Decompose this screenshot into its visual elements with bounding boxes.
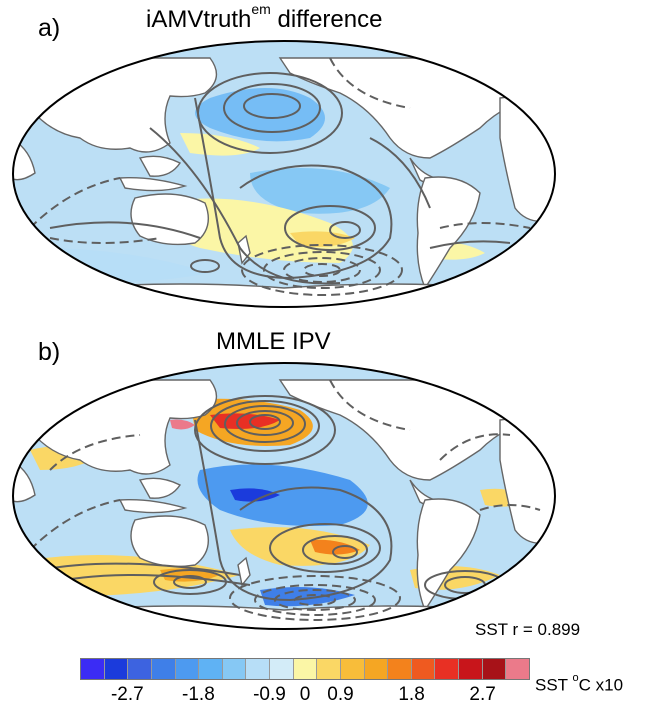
colorbar-swatch	[411, 659, 436, 679]
colorbar-unit-sup: o	[572, 672, 579, 684]
colorbar-swatch	[340, 659, 365, 679]
dashed-contour-line	[274, 589, 356, 611]
colorbar-tick-label: 0	[299, 684, 311, 705]
sst-anomaly-patch	[170, 419, 195, 430]
colorbar-swatch	[199, 659, 223, 679]
colorbar-swatch	[81, 659, 105, 679]
dashed-contour-line	[294, 594, 336, 606]
colorbar-swatch	[482, 659, 507, 679]
colorbar-unit: SST oC x10	[535, 672, 624, 696]
colorbar-tick-label: 1.8	[398, 684, 425, 705]
sst-anomaly-patch	[195, 88, 325, 142]
map-border	[12, 40, 556, 308]
colorbar-unit-prefix: SST	[535, 675, 573, 695]
dashed-contour-line	[241, 244, 403, 296]
colorbar-tick-label: -2.7	[110, 684, 144, 705]
contour-line	[369, 137, 431, 209]
contour-line	[210, 400, 320, 452]
colorbar-swatch	[506, 659, 529, 679]
colorbar-swatch	[104, 659, 129, 679]
landmass-australia	[130, 193, 209, 246]
landmass-new-zealand	[237, 556, 251, 587]
contour-line	[249, 414, 281, 430]
colorbar-swatch	[364, 659, 389, 679]
colorbar-swatch	[246, 659, 270, 679]
dashed-contour-line	[479, 504, 541, 511]
contour-line	[149, 127, 341, 285]
panel-a-title-main: iAMVtruth	[146, 6, 252, 33]
dashed-contour-line	[329, 57, 411, 109]
colorbar-swatch	[270, 659, 294, 679]
dashed-contour-line	[229, 575, 401, 621]
colorbar-swatch	[151, 659, 176, 679]
dashed-contour-line	[303, 263, 341, 277]
contour-line	[302, 535, 368, 565]
contour-line	[49, 221, 201, 239]
landmass-australia	[130, 515, 209, 568]
map-panel-b	[12, 362, 556, 630]
landmass-indonesia	[118, 499, 188, 514]
panel-b-title-main: MMLE IPV	[216, 328, 331, 355]
dashed-contour-line	[283, 257, 361, 283]
sst-anomaly-patch	[230, 488, 280, 502]
contour-line	[329, 221, 361, 239]
landmass-south-america	[416, 176, 481, 290]
contour-line	[332, 545, 358, 559]
contour-line	[194, 419, 393, 602]
contour-line	[429, 240, 511, 249]
colorbar-unit-suffix: C x10	[578, 675, 624, 695]
landmass-indonesia	[118, 177, 188, 192]
contour-line	[39, 562, 241, 576]
colorbar-swatch	[293, 659, 318, 679]
correlation-stat: SST r = 0.899	[475, 620, 581, 639]
dashed-contour-line	[49, 237, 161, 244]
panel-a-title-sup: em	[251, 1, 271, 17]
colorbar-swatch	[222, 659, 247, 679]
landmass-southeast-asia	[138, 477, 182, 499]
dashed-contour-line	[439, 433, 511, 461]
contour-line	[190, 259, 220, 273]
colorbar-tick-label: -0.9	[253, 684, 286, 705]
contour-line	[243, 93, 301, 119]
sst-anomaly-patch	[290, 231, 355, 247]
colorbar	[80, 658, 530, 680]
colorbar-tick-label: 0.9	[327, 684, 354, 705]
panel-b-letter: b)	[38, 338, 61, 366]
colorbar-swatch	[175, 659, 200, 679]
contour-line	[284, 205, 376, 251]
colorbar-tick-label: 2.7	[469, 684, 496, 705]
contour-line	[236, 410, 294, 436]
panel-a-title-rest: difference	[270, 6, 383, 33]
panel-a-letter: a)	[38, 14, 61, 42]
map-panel-a	[12, 40, 556, 308]
contour-line	[194, 97, 393, 280]
contour-line	[194, 395, 336, 465]
colorbar-swatch	[388, 659, 412, 679]
sst-anomaly-patch	[250, 168, 390, 214]
colorbar-swatch	[435, 659, 459, 679]
panel-a-title: iAMVtruthem difference	[146, 1, 383, 34]
panel-b-title: MMLE IPV	[216, 328, 331, 356]
colorbar-swatch	[128, 659, 152, 679]
colorbar-tick-label: -1.8	[182, 684, 215, 705]
landmass-southeast-asia	[138, 155, 182, 177]
contour-line	[223, 83, 321, 133]
dashed-contour-line	[439, 222, 531, 229]
colorbar-swatch	[459, 659, 483, 679]
sst-anomaly-patch	[310, 539, 360, 555]
landmass-south-america	[416, 498, 481, 612]
contour-line	[173, 575, 207, 589]
sst-anomaly-patch	[197, 464, 368, 526]
map-border	[12, 362, 556, 630]
colorbar-swatch	[317, 659, 341, 679]
contour-line	[224, 405, 306, 443]
contour-line	[269, 523, 381, 573]
dashed-contour-line	[329, 379, 411, 431]
dashed-contour-line	[49, 434, 141, 471]
dashed-contour-line	[263, 251, 381, 289]
dashed-contour-line	[254, 584, 376, 616]
